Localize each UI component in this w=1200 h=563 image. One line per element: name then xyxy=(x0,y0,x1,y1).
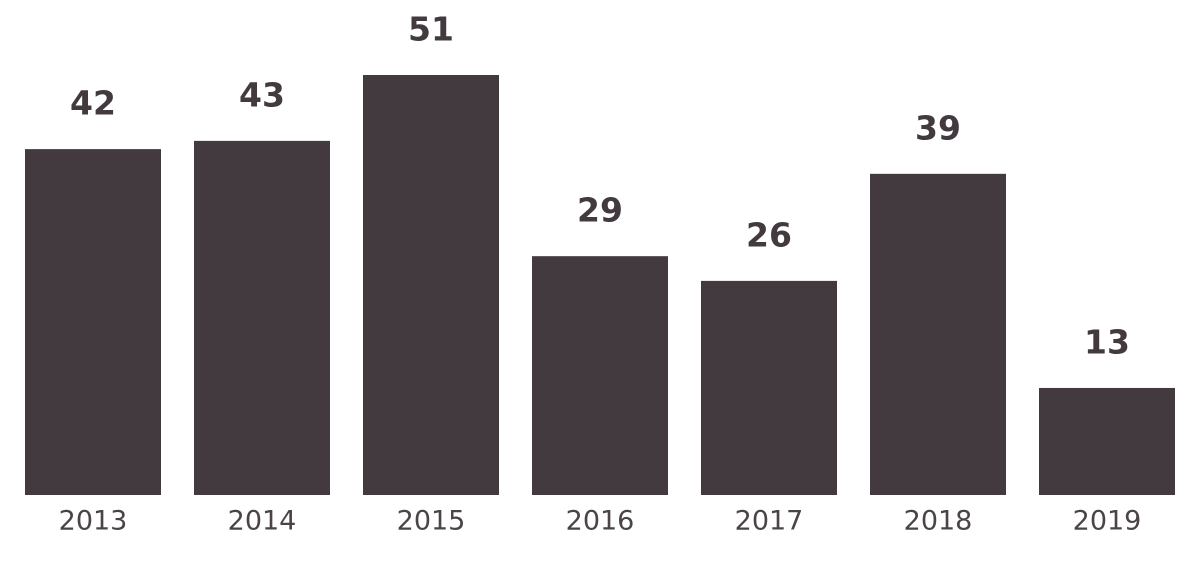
value-label: 51 xyxy=(408,10,454,49)
bar xyxy=(532,256,668,495)
bar xyxy=(363,75,499,495)
value-label: 39 xyxy=(915,108,961,147)
bar xyxy=(701,280,837,495)
value-label: 29 xyxy=(577,191,623,230)
bar xyxy=(25,149,161,495)
value-label: 13 xyxy=(1084,322,1130,361)
bar xyxy=(870,173,1006,495)
x-tick-label: 2016 xyxy=(566,506,635,537)
x-tick-label: 2018 xyxy=(904,506,973,537)
x-tick-label: 2015 xyxy=(397,506,466,537)
x-tick-label: 2019 xyxy=(1073,506,1142,537)
bar xyxy=(1039,387,1175,495)
value-label: 26 xyxy=(746,215,792,254)
value-label: 43 xyxy=(239,75,285,114)
x-tick-label: 2013 xyxy=(59,506,128,537)
value-label: 42 xyxy=(70,84,116,123)
x-tick-label: 2017 xyxy=(735,506,804,537)
bar xyxy=(194,140,330,495)
x-tick-label: 2014 xyxy=(228,506,297,537)
